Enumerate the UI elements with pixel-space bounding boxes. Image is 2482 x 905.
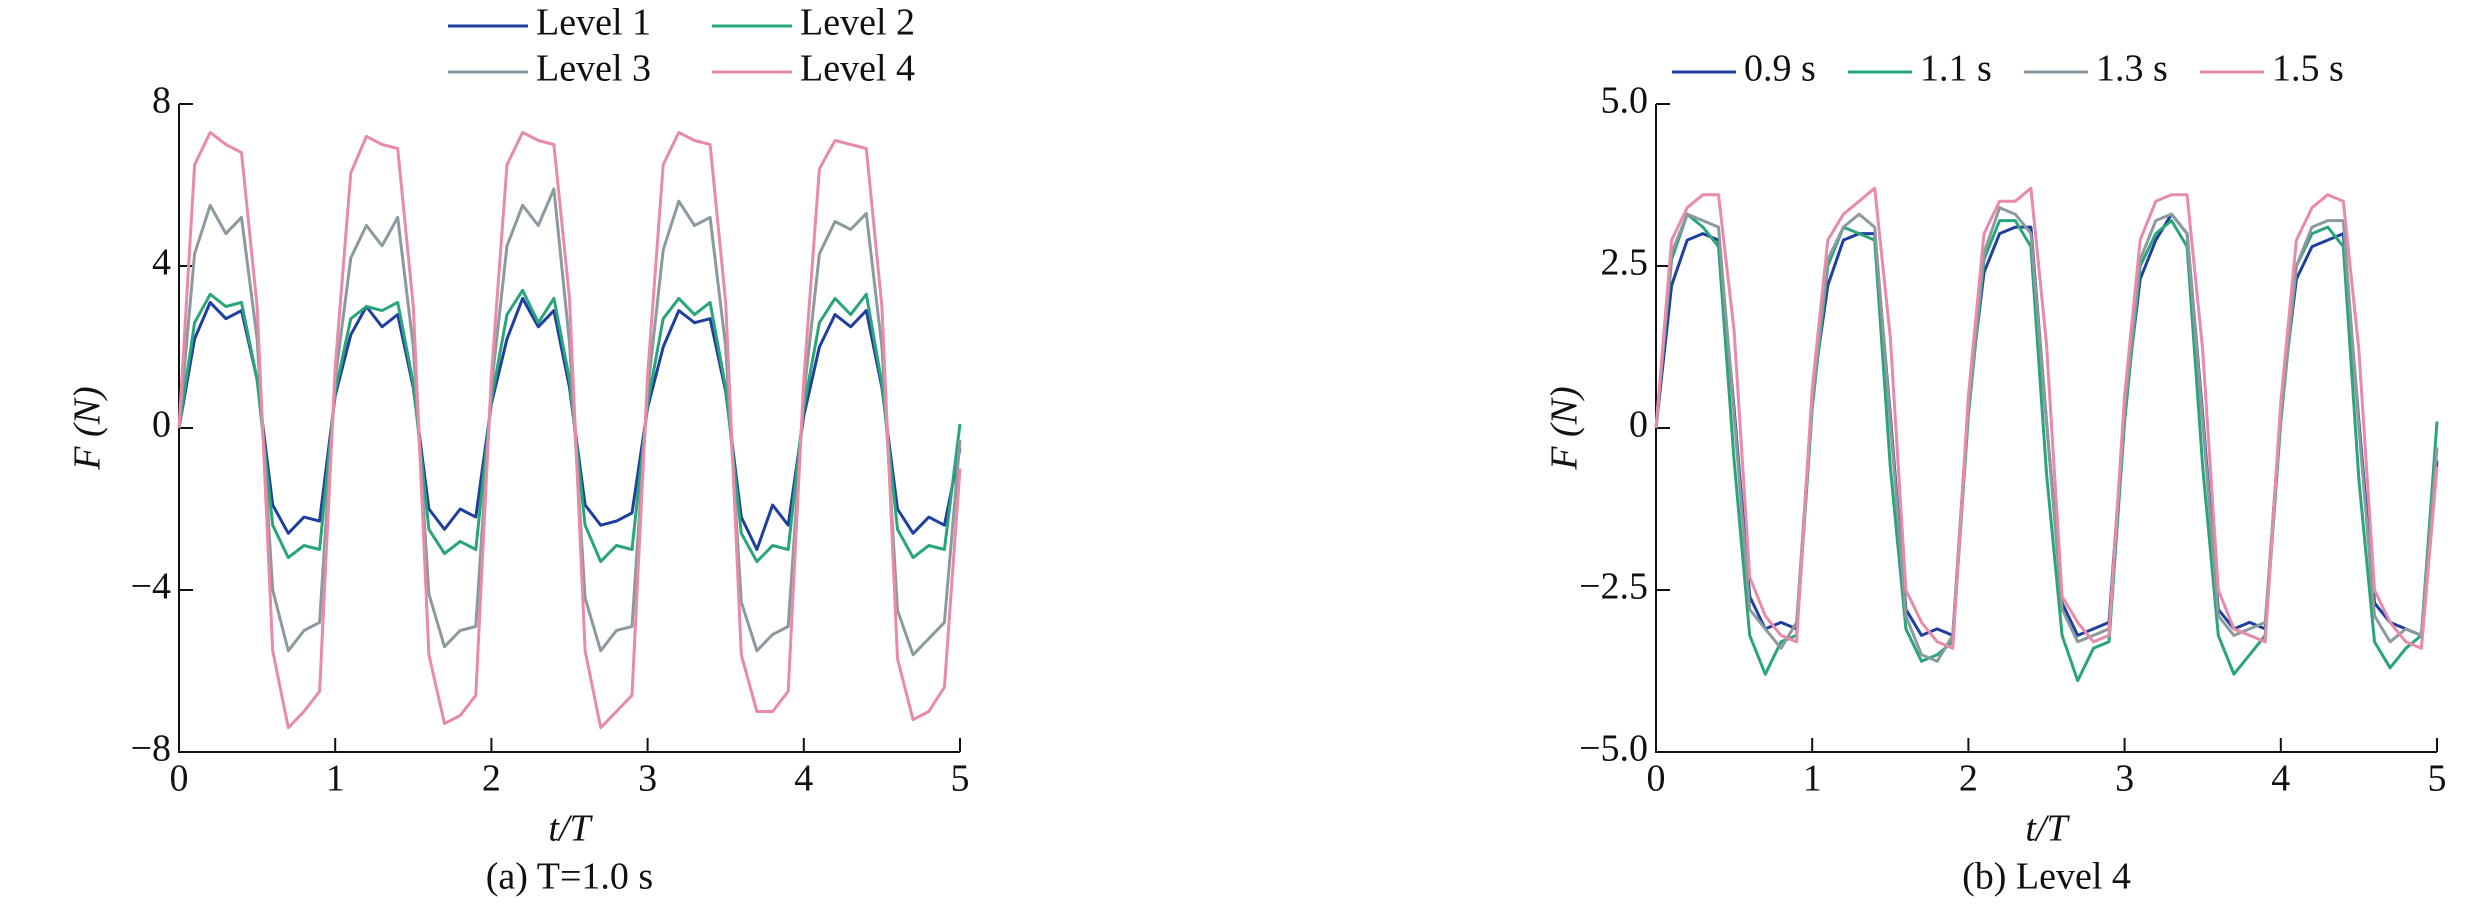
caption: (a) T=1.0 s: [486, 856, 653, 898]
y-tick-label: 0: [1629, 404, 1648, 446]
x-tick-label: 5: [2428, 758, 2447, 800]
x-tick-label: 1: [1803, 758, 1822, 800]
x-axis-title: t/T: [548, 808, 593, 850]
series-line: [177, 130, 962, 730]
x-tick-label: 0: [1647, 758, 1666, 800]
y-tick-label: −4: [131, 566, 171, 608]
y-axis-title: F (N): [67, 386, 109, 470]
legend-label: Level 4: [800, 48, 915, 90]
y-tick-label: −2.5: [1579, 566, 1648, 608]
legend-label: Level 3: [536, 48, 651, 90]
y-tick-label: 5.0: [1601, 80, 1649, 122]
y-axis-title: F (N): [1544, 386, 1586, 470]
x-tick-label: 3: [2115, 758, 2134, 800]
y-tick-label: 0: [152, 404, 171, 446]
x-axis-title: t/T: [2025, 808, 2070, 850]
series-line: [1654, 186, 2439, 650]
x-tick-label: 1: [326, 758, 345, 800]
x-tick-label: 2: [482, 758, 501, 800]
legend-label: 0.9 s: [1744, 48, 1816, 90]
y-tick-label: 8: [152, 80, 171, 122]
legend-label: Level 2: [800, 2, 915, 44]
axes: [178, 104, 960, 753]
legend-label: 1.5 s: [2272, 48, 2344, 90]
x-tick-label: 0: [170, 758, 189, 800]
series-line: [177, 187, 962, 657]
y-tick-label: 4: [152, 242, 171, 284]
y-tick-label: 2.5: [1601, 242, 1649, 284]
x-tick-label: 4: [2271, 758, 2290, 800]
legend-label: Level 1: [536, 2, 651, 44]
series-line: [1654, 206, 2439, 663]
series-line: [177, 288, 962, 564]
y-tick-label: −5.0: [1579, 728, 1648, 770]
y-tick-label: −8: [131, 728, 171, 770]
x-tick-label: 3: [638, 758, 657, 800]
legend-label: 1.1 s: [1920, 48, 1992, 90]
x-tick-label: 5: [951, 758, 970, 800]
series-line: [1654, 212, 2439, 683]
x-tick-label: 4: [794, 758, 813, 800]
legend-label: 1.3 s: [2096, 48, 2168, 90]
caption: (b) Level 4: [1962, 856, 2131, 898]
x-tick-label: 2: [1959, 758, 1978, 800]
